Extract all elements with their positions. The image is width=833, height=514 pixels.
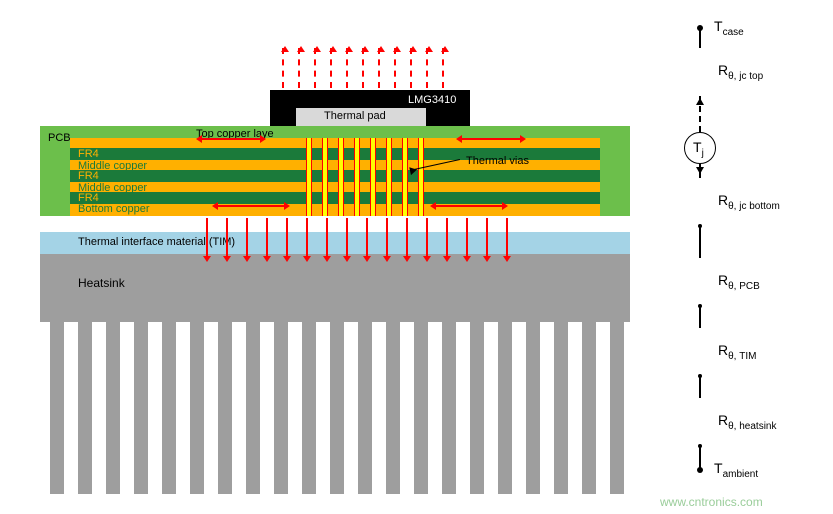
heat-arrow-up [426,48,428,88]
heat-arrow-down [266,218,268,260]
heatsink-fin [554,322,568,494]
thermal-via [370,138,376,216]
heatsink-fin [50,322,64,494]
thermal-via [386,138,392,216]
bot_cu-label: Bottom copper [78,203,150,215]
spread-arrow [214,205,288,207]
thermal-via [322,138,328,216]
chip-label: LMG3410 [408,94,456,106]
heatsink-fin [358,322,372,494]
heatsink-fin [442,322,456,494]
fr4_2-label: FR4 [78,170,99,182]
heat-arrow-down [386,218,388,260]
thermal-pad-label: Thermal pad [324,110,386,122]
heat-arrow-down [246,218,248,260]
heat-arrow-up [442,48,444,88]
heat-arrow-down [326,218,328,260]
thermal-via [418,138,424,216]
pcb-label: PCB [48,132,71,144]
heat-arrow-down [286,218,288,260]
heat-arrow-up [314,48,316,88]
thermal-vias-label: Thermal vias [466,155,529,167]
heatsink-fin [526,322,540,494]
heat-arrow-down [306,218,308,260]
heat-arrow-up [282,48,284,88]
heatsink-fin [78,322,92,494]
heatsink-fin [190,322,204,494]
heat-arrow-up [410,48,412,88]
heat-arrow-down [226,218,228,260]
fr4_2-layer [70,170,600,182]
thermal-via [306,138,312,216]
heatsink-fin [330,322,344,494]
spread-arrow [432,205,506,207]
heat-arrow-up [362,48,364,88]
fr4_1-label: FR4 [78,148,99,160]
heatsink-fin [610,322,624,494]
resistor-label: Rθ, heatsink [718,412,777,432]
resistor-label: Rθ, PCB [718,272,760,292]
heat-arrow-down [466,218,468,260]
heatsink-fin [302,322,316,494]
heat-arrow-up [298,48,300,88]
heatsink-fin [274,322,288,494]
heatsink-fin [414,322,428,494]
heat-arrow-down [426,218,428,260]
thermal-via [354,138,360,216]
heatsink-fin [106,322,120,494]
thermal-diagram: PCBTop copper layeFR4Middle copperFR4Mid… [0,0,833,514]
heatsink-fin [162,322,176,494]
heat-arrow-down [406,218,408,260]
heatsink-label: Heatsink [78,276,125,290]
heat-arrow-down [366,218,368,260]
heatsink-fin [246,322,260,494]
thermal-via [402,138,408,216]
tj-label: Tj [693,139,704,159]
heat-arrow-down [206,218,208,260]
resistor-label: Rθ, jc top [718,62,763,82]
node-tambient: Tambient [714,460,758,480]
thermal-via [338,138,344,216]
heat-arrow-down [486,218,488,260]
resistor-label: Rθ, TIM [718,342,756,362]
spread-arrow [458,138,524,140]
heat-arrow-up [378,48,380,88]
heatsink-fin [582,322,596,494]
mid_cu_2-layer [70,182,600,192]
tim-label: Thermal interface material (TIM) [78,236,235,248]
heat-arrow-up [346,48,348,88]
heatsink-fin [498,322,512,494]
heatsink-fin [470,322,484,494]
heatsink-fin [386,322,400,494]
heat-arrow-down [446,218,448,260]
heatsink-base [40,254,630,322]
heatsink-fin [134,322,148,494]
heat-arrow-up [330,48,332,88]
watermark: www.cntronics.com [660,495,763,509]
heat-arrow-down [346,218,348,260]
spread-arrow [198,138,264,140]
heat-arrow-down [506,218,508,260]
heatsink-fin [218,322,232,494]
heat-arrow-up [394,48,396,88]
resistor-label: Rθ, jc bottom [718,192,780,212]
node-tcase: Tcase [714,18,744,38]
